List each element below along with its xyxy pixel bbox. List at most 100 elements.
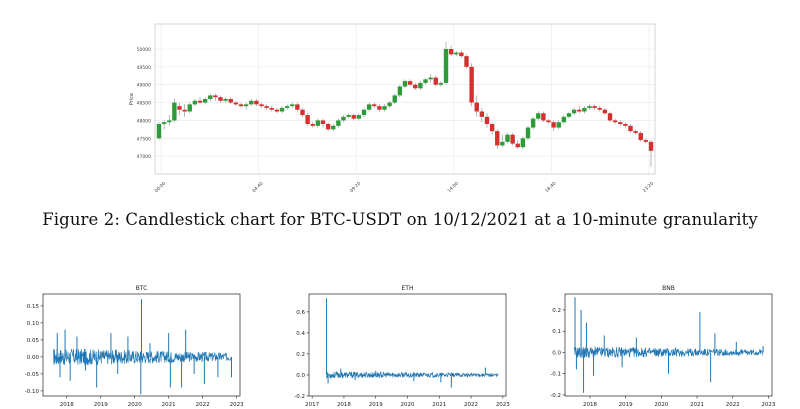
plot-frame (154, 23, 656, 175)
candle-body (177, 106, 182, 110)
y-tick-label: 49500 (137, 65, 151, 71)
candle-body (161, 122, 167, 124)
candle-body (392, 95, 397, 103)
y-tick-label: 0.2 (296, 352, 305, 358)
plot-frame (564, 293, 773, 397)
candle-body (454, 52, 459, 55)
candle-body (536, 113, 541, 119)
candle-body (448, 49, 454, 55)
candle-body (428, 77, 433, 80)
y-tick-label: -0.1 (550, 372, 561, 378)
x-tick-label: 04:40 (251, 180, 265, 192)
candle-body (597, 107, 602, 110)
candle-body (618, 122, 623, 124)
returns-series-line (573, 346, 764, 359)
candle-body (336, 120, 341, 126)
x-tick-label: 2019 (369, 402, 383, 408)
y-tick-label: 48000 (137, 118, 151, 124)
candle-body (377, 106, 382, 110)
y-tick-label: 0.1 (552, 329, 561, 335)
candle-body (320, 120, 326, 124)
candle-body (418, 82, 423, 89)
candle-body (623, 124, 628, 126)
candle-body (464, 56, 469, 67)
candle-body (607, 113, 613, 121)
figure-caption: Figure 2: Candlestick chart for BTC-USDT… (42, 210, 758, 229)
candle-body (233, 102, 239, 105)
candle-body (346, 115, 351, 117)
candle-body (331, 125, 336, 130)
candle-body (407, 81, 413, 85)
chart-title: BTC (136, 285, 148, 292)
candlestick-chart: 47000 47500 48000 48500 49000 49500 50000 00:00… (129, 23, 656, 192)
candle-body (515, 143, 520, 148)
candle-body (474, 102, 479, 112)
candle-body (495, 131, 500, 146)
y-tick-label: 50000 (137, 47, 151, 53)
y-tick-label: 0.0 (552, 350, 561, 356)
candle-body (592, 106, 597, 108)
candle-body (643, 140, 649, 142)
y-axis-label: Price (129, 93, 135, 105)
y-tick-label: -0.10 (25, 389, 40, 395)
candle-body (172, 102, 177, 121)
x-tick-label: 2019 (619, 402, 633, 408)
candle-body (295, 104, 300, 110)
candle-body (351, 115, 356, 119)
candle-body (202, 99, 208, 103)
candle-body (433, 77, 438, 85)
candle-body (372, 104, 377, 107)
y-tick-label: 0.05 (27, 338, 40, 344)
y-tick-label: 0.0 (296, 373, 305, 379)
x-tick-label: 09:20 (349, 180, 363, 192)
candle-body (489, 124, 495, 132)
candle-body (325, 124, 331, 130)
x-tick-label: 14:00 (446, 180, 460, 192)
candle-body (443, 49, 449, 83)
candle-body (561, 116, 567, 123)
candle-body (546, 120, 551, 123)
candle-body (249, 100, 254, 105)
x-tick-label: 2018 (60, 402, 74, 408)
x-tick-label: 2023 (230, 402, 244, 408)
x-tick-label: 2018 (337, 402, 351, 408)
y-tick-label: -0.2 (550, 393, 561, 399)
returns-series-line (52, 348, 232, 366)
candle-body (182, 109, 187, 112)
y-tick-label: 0.2 (552, 308, 561, 314)
candle-body (167, 120, 172, 123)
candle-body (413, 84, 418, 89)
y-tick-label: -0.05 (25, 372, 40, 378)
candle-body (587, 106, 592, 108)
candle-body (382, 106, 387, 110)
candle-body (510, 134, 515, 144)
candle-body (218, 97, 223, 101)
candle-body (284, 106, 290, 108)
candle-body (438, 82, 444, 85)
candle-body (577, 109, 582, 112)
candle-body (238, 104, 244, 107)
candle-body (525, 127, 531, 139)
plot-frame (308, 293, 507, 397)
candle-body (551, 122, 556, 128)
btc-returns-chart: BTC -0.10 -0.05 0.00 0.05 0.10 0.15 2018 2019 202… (25, 285, 244, 408)
x-tick-label: 2018 (583, 402, 597, 408)
x-tick-label: 2020 (128, 402, 142, 408)
candle-body (628, 125, 633, 132)
candle-body (208, 95, 213, 99)
returns-series-line (326, 371, 499, 380)
x-tick-label: 2017 (305, 402, 319, 408)
y-tick-label: 0.4 (296, 331, 305, 337)
candle-body (310, 124, 315, 126)
candle-body (243, 104, 249, 107)
candle-body (305, 115, 310, 124)
eth-returns-chart: ETH -0.2 0.0 0.2 0.4 0.6 2017 2018 2019 2020 2021 2… (294, 285, 510, 408)
y-tick-label: 0.15 (27, 304, 40, 310)
candle-body (187, 104, 192, 112)
x-tick-label: 2022 (196, 402, 210, 408)
candle-body (279, 107, 285, 112)
plot-frame (42, 293, 241, 397)
x-tick-label: 2021 (690, 402, 704, 408)
candle-body (423, 79, 428, 83)
candle-body (505, 134, 510, 142)
